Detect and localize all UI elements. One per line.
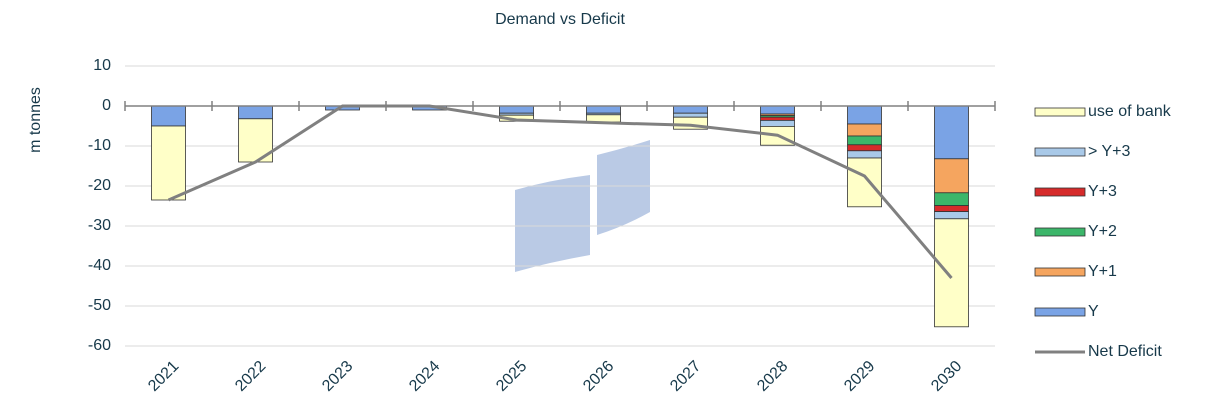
bar-segment: [499, 105, 534, 114]
bar-segment: [847, 150, 882, 159]
legend-label: Y+2: [1088, 223, 1117, 240]
legend-label: Net Deficit: [1088, 343, 1162, 360]
y-tick-label: -40: [88, 257, 111, 274]
x-tick-label: 2024: [406, 358, 443, 395]
x-tick-label: 2022: [232, 358, 269, 395]
legend-swatch: [1034, 227, 1086, 237]
bar-segment: [847, 105, 882, 125]
bar-segment: [934, 105, 969, 160]
legend-swatch: [1034, 147, 1086, 157]
bar-segment: [934, 211, 969, 220]
y-axis-label: m tonnes: [27, 87, 44, 153]
bar-segment: [673, 105, 708, 114]
x-tick-label: 2026: [580, 358, 617, 395]
bar-segment: [934, 192, 969, 207]
legend-label: Y+1: [1088, 263, 1117, 280]
legend-label: Y+3: [1088, 183, 1117, 200]
legend-swatch: [1034, 107, 1086, 117]
chart-title: Demand vs Deficit: [495, 11, 625, 28]
x-tick-label: 2023: [319, 358, 356, 395]
bar-segment: [151, 105, 186, 127]
legend-swatch: [1034, 187, 1086, 197]
y-tick-label: -50: [88, 297, 111, 314]
x-tick-label: 2025: [493, 358, 530, 395]
bar-segment: [760, 120, 795, 127]
bar-segment: [847, 135, 882, 146]
bar-segment: [934, 205, 969, 213]
y-tick-label: 0: [102, 97, 111, 114]
x-tick-label: 2028: [754, 358, 791, 395]
line-series: [167, 104, 953, 279]
watermark: [515, 140, 650, 272]
x-tick-label: 2027: [667, 358, 704, 395]
y-tick-label: -60: [88, 337, 111, 354]
x-tick-label: 2029: [841, 358, 878, 395]
bar-segment: [760, 116, 795, 121]
y-tick-label: -20: [88, 177, 111, 194]
legend-label: Y: [1088, 303, 1099, 320]
legend-swatch: [1034, 307, 1086, 317]
y-tick-label: -10: [88, 137, 111, 154]
legend-swatch: [1034, 267, 1086, 277]
bar-segment: [760, 105, 795, 115]
bar-segment: [847, 157, 882, 208]
bar-segment: [238, 105, 273, 120]
y-tick-label: -30: [88, 217, 111, 234]
bar-segment: [934, 218, 969, 328]
bar-segment: [673, 112, 708, 118]
legend-label: use of bank: [1088, 103, 1172, 120]
legend-label: > Y+3: [1088, 143, 1131, 160]
x-tick-label: 2021: [145, 358, 182, 395]
x-tick-label: 2030: [928, 358, 965, 395]
bar-segment: [151, 125, 186, 201]
bar-segment: [847, 144, 882, 152]
bar-segment: [586, 105, 621, 114]
y-tick-label: 10: [93, 57, 111, 74]
bar-segment: [934, 158, 969, 194]
bar-segment: [847, 123, 882, 137]
